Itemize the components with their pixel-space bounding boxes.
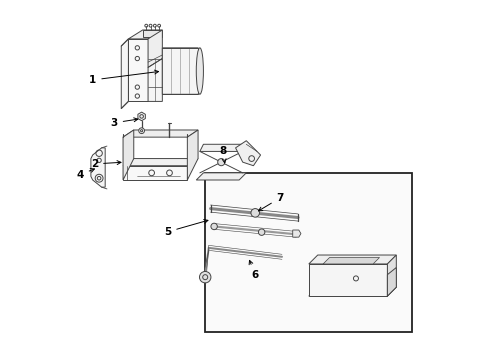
Polygon shape bbox=[308, 264, 386, 296]
Polygon shape bbox=[292, 230, 300, 237]
Text: 8: 8 bbox=[219, 147, 226, 163]
Polygon shape bbox=[200, 144, 246, 152]
Bar bbox=[205, 173, 411, 332]
Text: 7: 7 bbox=[258, 193, 284, 211]
Polygon shape bbox=[235, 141, 260, 166]
Polygon shape bbox=[142, 30, 162, 37]
Polygon shape bbox=[386, 267, 395, 296]
Circle shape bbox=[199, 271, 210, 283]
Circle shape bbox=[258, 229, 264, 235]
Polygon shape bbox=[162, 48, 200, 94]
Circle shape bbox=[250, 208, 259, 217]
Polygon shape bbox=[123, 130, 134, 180]
Polygon shape bbox=[123, 166, 187, 180]
Polygon shape bbox=[308, 287, 395, 296]
Text: 1: 1 bbox=[89, 70, 158, 85]
Text: 4: 4 bbox=[76, 168, 94, 180]
Polygon shape bbox=[323, 257, 379, 264]
Text: 5: 5 bbox=[164, 220, 207, 237]
Text: 3: 3 bbox=[110, 118, 138, 128]
Circle shape bbox=[210, 223, 217, 230]
Polygon shape bbox=[187, 130, 198, 180]
Polygon shape bbox=[138, 112, 145, 121]
Polygon shape bbox=[123, 130, 198, 137]
Polygon shape bbox=[128, 39, 148, 102]
Circle shape bbox=[217, 158, 224, 166]
Polygon shape bbox=[91, 148, 105, 187]
Polygon shape bbox=[128, 30, 162, 39]
Polygon shape bbox=[123, 158, 198, 166]
Text: 6: 6 bbox=[249, 260, 258, 280]
Polygon shape bbox=[196, 173, 246, 180]
Circle shape bbox=[139, 128, 144, 134]
Polygon shape bbox=[148, 30, 162, 67]
Polygon shape bbox=[148, 59, 162, 102]
Polygon shape bbox=[308, 255, 395, 264]
Text: 2: 2 bbox=[91, 159, 121, 169]
Polygon shape bbox=[386, 255, 395, 296]
Ellipse shape bbox=[196, 48, 203, 94]
Polygon shape bbox=[121, 39, 128, 109]
